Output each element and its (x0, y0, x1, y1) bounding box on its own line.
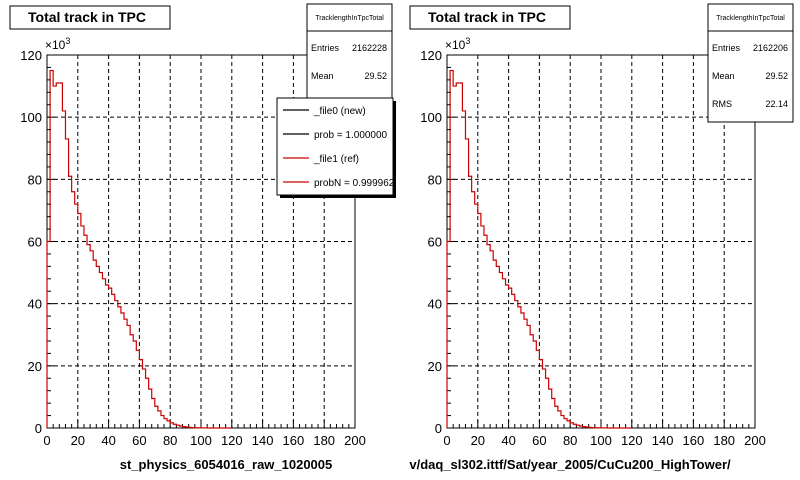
x-tick-label: 60 (532, 433, 546, 448)
x-tick-label: 80 (163, 433, 177, 448)
x-tick-label: 200 (344, 433, 366, 448)
stats-label: Mean (311, 71, 334, 81)
x-tick-label: 160 (283, 433, 305, 448)
x-tick-label: 180 (313, 433, 335, 448)
series-line-1 (446, 69, 632, 429)
stats-label: Mean (712, 71, 735, 81)
x-axis-label: st_physics_6054016_raw_1020005 (120, 457, 333, 472)
stats-value: 22.14 (765, 99, 788, 109)
x-tick-label: 80 (563, 433, 577, 448)
legend-entries: _file0 (new) prob = 1.000000 _file1 (ref) p… (283, 106, 395, 189)
stats-title: TracklengthInTpcTotal (315, 15, 384, 22)
chart-title-box (409, 5, 571, 30)
y-tick-label: 80 (428, 172, 442, 187)
x-tick-label: 180 (713, 433, 735, 448)
series-line-1 (46, 69, 232, 429)
y-tick-label: 0 (435, 421, 442, 436)
y-tick-label: 20 (428, 359, 442, 374)
stats-label: Entries (311, 43, 340, 53)
y-tick-label: 80 (28, 172, 42, 187)
y-tick-label: 100 (420, 110, 442, 125)
panel-2: 0 20 40 60 80 100 120 140 160 180 200 0 20 40 60 80 100 1… (409, 3, 794, 472)
stats-value: 29.52 (364, 71, 387, 81)
x-tick-label: 40 (501, 433, 515, 448)
stats-label: RMS (712, 99, 732, 109)
x-tick-label: 20 (471, 433, 485, 448)
x-tick-label: 0 (443, 433, 450, 448)
panel-1: 0 20 40 60 80 100 120 140 160 180 200 0 20 40 60 80 100 1… (9, 3, 396, 472)
legend-label: _file0 (new) (313, 106, 366, 117)
x-tick-label: 0 (43, 433, 50, 448)
x-tick-label: 140 (652, 433, 674, 448)
stats-value: 2162206 (753, 43, 788, 53)
y-tick-label: 20 (28, 359, 42, 374)
x-tick-label: 120 (221, 433, 243, 448)
legend-label: probN = 0.999962 (314, 178, 395, 189)
x-tick-label: 100 (590, 433, 612, 448)
stats-title: TracklengthInTpcTotal (716, 15, 785, 22)
y-tick-label: 100 (20, 110, 42, 125)
x-tick-label: 20 (71, 433, 85, 448)
x-axis-label: v/daq_sl302.ittf/Sat/year_2005/CuCu200_H… (409, 457, 731, 472)
legend-label: prob = 1.000000 (314, 130, 388, 141)
legend-box (276, 97, 394, 196)
x-tick-label: 200 (744, 433, 766, 448)
x-tick-label: 40 (101, 433, 115, 448)
y-tick-label: 120 (420, 48, 442, 63)
chart-title: Total track in TPC (28, 9, 146, 25)
y-tick-label: 40 (28, 297, 42, 312)
y-tick-label: 120 (20, 48, 42, 63)
stats-value: 29.52 (765, 71, 788, 81)
y-tick-label: 40 (428, 297, 442, 312)
chart-title: Total track in TPC (428, 9, 546, 25)
chart-title-box (9, 5, 171, 30)
x-tick-label: 60 (132, 433, 146, 448)
y-axis-multiplier: ×103 (445, 36, 470, 52)
stats-label: Entries (712, 43, 741, 53)
y-axis-multiplier: ×103 (45, 36, 70, 52)
y-tick-label: 60 (28, 235, 42, 250)
legend-label: _file1 (ref) (313, 154, 359, 165)
x-tick-label: 140 (252, 433, 274, 448)
x-tick-label: 120 (621, 433, 643, 448)
x-tick-label: 100 (190, 433, 212, 448)
stats-value: 2162228 (352, 43, 387, 53)
y-tick-label: 60 (428, 235, 442, 250)
x-tick-label: 160 (683, 433, 705, 448)
stats-box (707, 3, 794, 123)
y-tick-label: 0 (35, 421, 42, 436)
